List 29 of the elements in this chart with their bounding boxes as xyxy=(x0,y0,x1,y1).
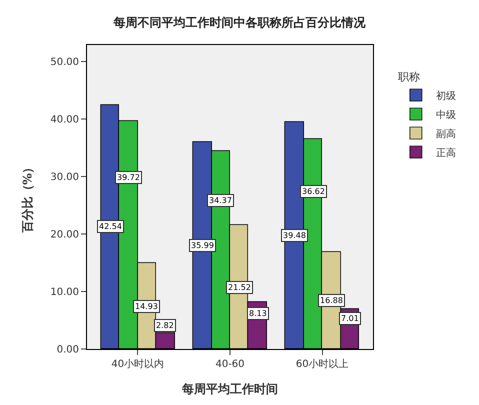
data-label: 7.01 xyxy=(341,314,359,323)
x-tick-label: 40小时以内 xyxy=(111,358,164,370)
x-axis-title: 每周平均工作时间 xyxy=(181,382,278,396)
legend-label: 副高 xyxy=(436,128,456,140)
y-tick-label: 20.00 xyxy=(50,230,79,241)
chart-title: 每周不同平均工作时间中各职称所占百分比情况 xyxy=(112,16,366,30)
legend-label: 初级 xyxy=(436,90,456,102)
x-tick-label: 60小时以上 xyxy=(296,358,349,370)
y-tick-label: 40.00 xyxy=(50,114,79,126)
legend-label: 正高 xyxy=(436,146,456,159)
data-label: 8.13 xyxy=(249,309,267,318)
data-label: 16.88 xyxy=(320,296,343,305)
legend-title: 职称 xyxy=(398,70,420,84)
y-tick-label: 10.00 xyxy=(50,287,79,298)
data-label: 42.54 xyxy=(99,222,122,231)
data-label: 36.62 xyxy=(302,187,325,196)
legend-label: 中级 xyxy=(436,108,456,121)
y-axis-title: 百分比（%） xyxy=(20,161,35,234)
y-tick-label: 50.00 xyxy=(50,57,79,68)
data-label: 21.52 xyxy=(228,283,251,292)
data-label: 34.37 xyxy=(209,196,232,205)
y-tick-label: 0.00 xyxy=(56,344,79,356)
y-tick-label: 30.00 xyxy=(50,172,79,184)
data-label: 35.99 xyxy=(191,241,214,250)
data-label: 14.93 xyxy=(135,302,158,311)
data-label: 39.72 xyxy=(117,173,140,182)
data-label: 2.82 xyxy=(156,321,174,330)
data-label: 39.48 xyxy=(283,231,306,240)
x-tick-label: 40-60 xyxy=(215,359,245,370)
